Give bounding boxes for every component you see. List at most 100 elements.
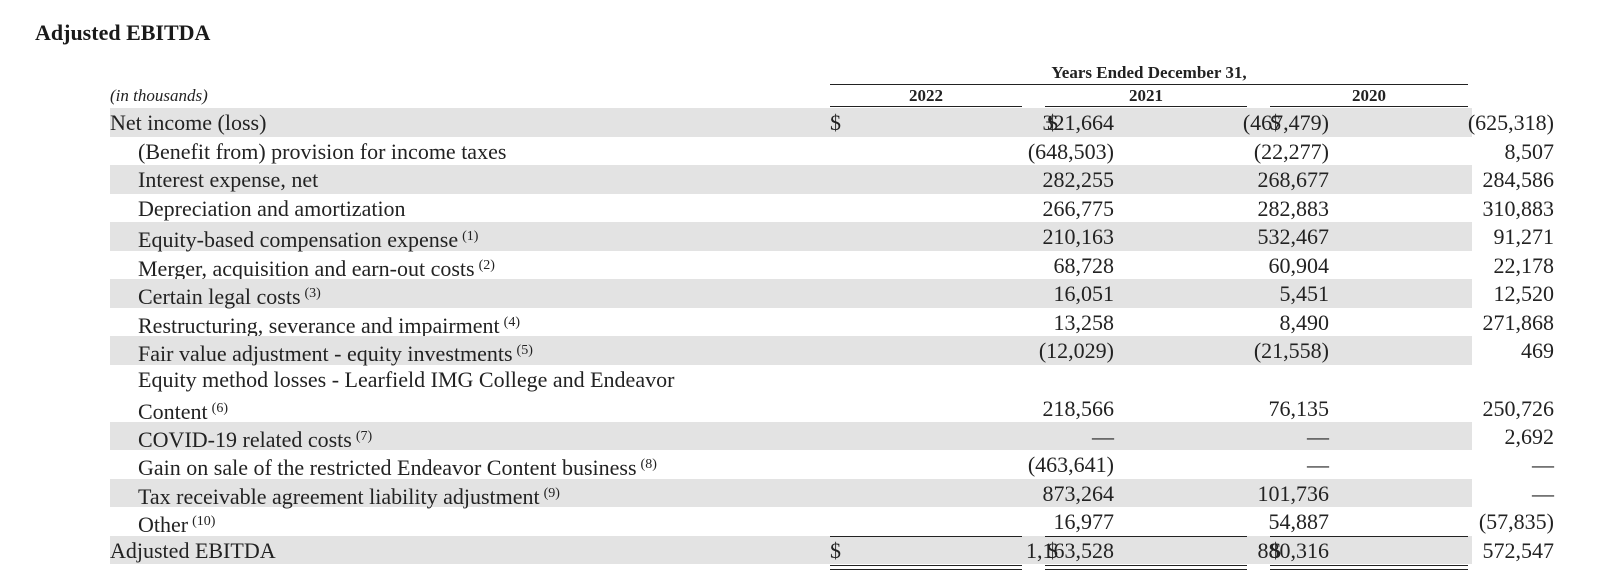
cell-value-2020: 310,883 [1482, 195, 1555, 221]
cell-value-2022: 210,163 [1042, 224, 1115, 249]
cell-value-2021: 76,135 [1268, 395, 1330, 421]
cell-value-2022: (648,503) [1027, 138, 1114, 164]
cell-value-2021: (21,558) [1253, 338, 1329, 363]
cell-value-2021: 54,887 [1268, 509, 1330, 534]
row-label-text: Adjusted EBITDA [110, 537, 276, 563]
footnote-marker: (9) [543, 485, 560, 501]
row-label-text: COVID-19 related costs [138, 426, 352, 452]
cell-value-2021: 532,467 [1257, 224, 1330, 249]
footnote-marker: (8) [640, 457, 657, 472]
cell-value-2022: 321,664 [1042, 110, 1115, 135]
cell-value-2020: — [1532, 480, 1554, 506]
row-label: Adjusted EBITDA [110, 538, 276, 563]
table-row: Tax receivable agreement liability adjus… [110, 478, 1554, 509]
row-label-text: (Benefit from) provision for income taxe… [138, 138, 507, 164]
cell-value-2021: 5,451 [1279, 281, 1330, 306]
row-label: Other (10) [138, 509, 215, 537]
cell-value-2021: 268,677 [1257, 167, 1330, 192]
table-row: (Benefit from) provision for income taxe… [110, 137, 1554, 166]
row-label: Depreciation and amortization [138, 196, 406, 221]
row-label-text: Gain on sale of the restricted Endeavor … [138, 455, 637, 480]
row-label: Tax receivable agreement liability adjus… [138, 481, 560, 509]
row-label: Gain on sale of the restricted Endeavor … [138, 452, 657, 480]
cell-value-2020: 284,586 [1482, 167, 1555, 192]
cell-value-2020: 271,868 [1482, 309, 1555, 335]
row-label-text: Restructuring, severance and impairment [138, 312, 500, 338]
cell-value-2022: 1,163,528 [1026, 537, 1114, 563]
row-label-text-continued: Content [138, 398, 208, 424]
footnote-marker: (5) [516, 343, 533, 358]
total-double-rule [1270, 565, 1468, 570]
year-header-2021: 2021 [1045, 86, 1247, 107]
table-row: COVID-19 related costs (7) — — 2,692 [110, 421, 1554, 452]
cell-value-2020: 469 [1521, 338, 1554, 363]
table-row: Certain legal costs (3) 16,051 5,451 12,520 [110, 279, 1554, 309]
cell-value-2020: 8,507 [1504, 138, 1555, 164]
footnote-marker: (4) [503, 314, 520, 330]
cell-value-2020: (625,318) [1467, 110, 1554, 135]
cell-value-2021: 60,904 [1268, 252, 1330, 278]
cell-value-2022: (463,641) [1027, 452, 1114, 477]
cell-value-2022: 266,775 [1042, 195, 1115, 221]
cell-value-2020: (57,835) [1478, 509, 1554, 534]
cell-value-2021: — [1307, 423, 1329, 449]
cell-value-2020: 12,520 [1493, 281, 1555, 306]
cell-value-2022: 282,255 [1042, 167, 1115, 192]
year-header-2022: 2022 [830, 86, 1022, 107]
cell-value-2022: (12,029) [1038, 338, 1114, 363]
cell-value-2022: 16,977 [1053, 509, 1115, 534]
footnote-marker: (6) [211, 400, 228, 416]
cell-value-2021: 282,883 [1257, 195, 1330, 221]
cell-value-2020: 22,178 [1493, 252, 1555, 278]
row-label-text: Merger, acquisition and earn-out costs [138, 255, 475, 281]
row-label: Equity method losses - Learfield IMG Col… [138, 365, 674, 426]
subtotal-rule [1045, 535, 1247, 537]
cell-value-2020: 2,692 [1504, 423, 1555, 449]
cell-value-2022: 16,051 [1053, 281, 1115, 306]
subtotal-rule [830, 535, 1022, 537]
row-label: Net income (loss) [110, 110, 266, 135]
cell-value-2020: 91,271 [1493, 224, 1555, 249]
row-label-text: Fair value adjustment - equity investmen… [138, 341, 513, 366]
row-label: (Benefit from) provision for income taxe… [138, 139, 506, 164]
row-label-text: Other [138, 512, 189, 537]
cell-value-2022: 873,264 [1042, 480, 1115, 506]
row-label-text: Tax receivable agreement liability adjus… [138, 483, 540, 509]
currency-symbol: $ [1270, 110, 1281, 135]
table-row: Equity method losses - Learfield IMG Col… [110, 365, 1554, 424]
footnote-marker: (7) [355, 428, 373, 444]
table-row: Adjusted EBITDA $1,163,528 $880,316 $572,54… [110, 535, 1554, 564]
currency-symbol: $ [830, 110, 841, 135]
currency-symbol: $ [1047, 110, 1058, 135]
footnote-marker: (10) [192, 514, 216, 529]
cell-value-2020: 572,547 [1482, 537, 1555, 563]
currency-symbol: $ [1270, 537, 1281, 563]
row-label: Certain legal costs (3) [138, 281, 321, 309]
row-label-text: Interest expense, net [138, 167, 319, 192]
table-row: Fair value adjustment - equity investmen… [110, 336, 1554, 366]
currency-symbol: $ [830, 537, 841, 563]
row-label: Merger, acquisition and earn-out costs (2… [138, 253, 495, 281]
footnote-marker: (1) [462, 229, 479, 244]
table-row: Restructuring, severance and impairment(… [110, 308, 1554, 338]
row-label-text: Net income (loss) [110, 110, 267, 135]
table-row: Gain on sale of the restricted Endeavor … [110, 450, 1554, 480]
cell-value-2022: 13,258 [1053, 309, 1115, 335]
page-title: Adjusted EBITDA [35, 20, 211, 45]
row-label: Equity-based compensation expense (1) [138, 224, 478, 252]
table-row: Other (10) 16,977 54,887 (57,835) [110, 507, 1554, 537]
table-row: Merger, acquisition and earn-out costs (2… [110, 251, 1554, 281]
footnote-marker: (2) [478, 257, 495, 273]
footnote-marker: (3) [304, 286, 321, 301]
units-label: (in thousands) [110, 86, 208, 105]
table-row: Equity-based compensation expense (1) 210,… [110, 222, 1554, 252]
row-label: Restructuring, severance and impairment(… [138, 310, 520, 338]
year-header-2020: 2020 [1270, 86, 1468, 107]
cell-value-2021: — [1307, 452, 1329, 477]
row-label-text: Equity-based compensation expense [138, 227, 459, 252]
total-double-rule [1045, 565, 1247, 570]
currency-symbol: $ [1047, 537, 1058, 563]
cell-value-2021: (22,277) [1253, 138, 1329, 164]
table-row: Depreciation and amortization 266,775 282,… [110, 194, 1554, 223]
table-row: Interest expense, net 282,255 268,677 284,5… [110, 165, 1554, 194]
